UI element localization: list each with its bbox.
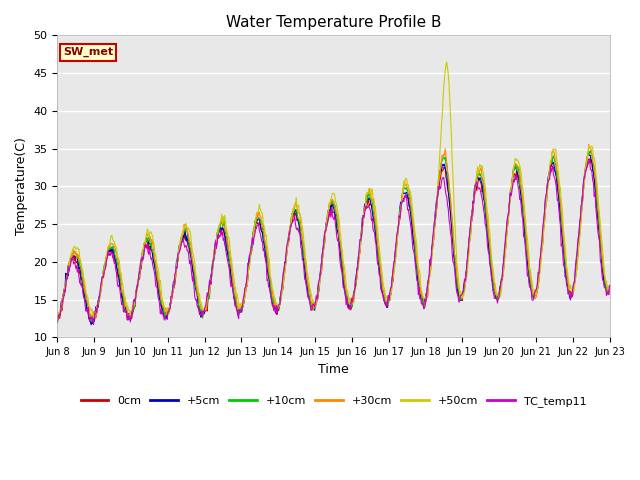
+10cm [120, 305, 128, 311]
TC_temp11 [90, 322, 97, 327]
+5cm [585, 151, 593, 156]
0cm [120, 307, 128, 312]
TC_temp11 [206, 278, 214, 284]
0cm [401, 195, 408, 201]
+10cm [54, 320, 61, 325]
TC_temp11 [401, 194, 409, 200]
+50cm [417, 287, 425, 293]
0cm [54, 320, 61, 326]
TC_temp11 [586, 157, 593, 163]
0cm [63, 276, 71, 282]
+5cm [63, 271, 71, 276]
0cm [417, 291, 424, 297]
+30cm [54, 317, 61, 323]
TC_temp11 [177, 242, 185, 248]
0cm [605, 286, 613, 291]
+50cm [54, 310, 61, 316]
Line: +50cm: +50cm [58, 62, 609, 317]
+30cm [401, 183, 408, 189]
Line: +10cm: +10cm [58, 151, 609, 323]
0cm [177, 244, 184, 250]
+5cm [417, 295, 425, 300]
Text: SW_met: SW_met [63, 47, 113, 57]
TC_temp11 [63, 273, 71, 278]
+5cm [401, 191, 409, 197]
+10cm [417, 290, 424, 296]
+5cm [177, 240, 185, 245]
Legend: 0cm, +5cm, +10cm, +30cm, +50cm, TC_temp11: 0cm, +5cm, +10cm, +30cm, +50cm, TC_temp1… [76, 391, 591, 411]
+5cm [605, 285, 613, 291]
Y-axis label: Temperature(C): Temperature(C) [15, 137, 28, 235]
TC_temp11 [121, 310, 129, 315]
Line: TC_temp11: TC_temp11 [58, 160, 609, 324]
Line: +5cm: +5cm [58, 154, 609, 325]
Line: +30cm: +30cm [58, 144, 609, 320]
+5cm [121, 307, 129, 313]
+30cm [177, 238, 184, 243]
+30cm [585, 142, 593, 147]
+50cm [177, 236, 185, 241]
+10cm [177, 241, 184, 247]
TC_temp11 [605, 283, 613, 288]
0cm [586, 156, 593, 162]
+30cm [417, 291, 424, 297]
X-axis label: Time: Time [318, 362, 349, 375]
TC_temp11 [417, 300, 425, 306]
+50cm [63, 273, 71, 279]
+50cm [605, 287, 613, 293]
+10cm [205, 295, 213, 301]
Line: 0cm: 0cm [58, 159, 609, 323]
+10cm [401, 185, 408, 191]
+50cm [401, 177, 409, 182]
+5cm [206, 276, 214, 282]
+10cm [605, 285, 613, 291]
TC_temp11 [54, 318, 61, 324]
+50cm [206, 284, 214, 289]
+30cm [205, 291, 213, 297]
+10cm [586, 148, 594, 154]
+50cm [443, 59, 451, 65]
+30cm [120, 294, 128, 300]
+5cm [87, 322, 95, 328]
+10cm [63, 272, 71, 278]
0cm [205, 288, 213, 294]
Title: Water Temperature Profile B: Water Temperature Profile B [226, 15, 441, 30]
+30cm [63, 272, 71, 278]
+5cm [54, 313, 61, 319]
+30cm [605, 288, 613, 294]
+50cm [121, 294, 129, 300]
+50cm [90, 314, 97, 320]
